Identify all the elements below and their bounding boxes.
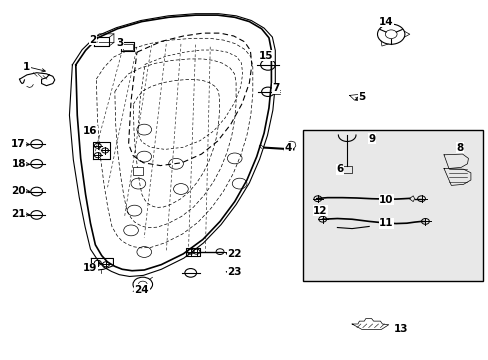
Bar xyxy=(122,44,132,50)
Text: 8: 8 xyxy=(455,143,462,153)
Text: 5: 5 xyxy=(358,92,365,102)
Text: 13: 13 xyxy=(393,324,407,334)
Text: 16: 16 xyxy=(83,126,98,136)
Text: 17: 17 xyxy=(11,139,26,149)
Text: 12: 12 xyxy=(312,206,327,216)
Text: 6: 6 xyxy=(336,164,343,174)
Text: 1: 1 xyxy=(23,62,30,72)
Text: 7: 7 xyxy=(272,83,280,93)
Text: 4: 4 xyxy=(284,143,292,153)
Text: 21: 21 xyxy=(11,209,26,219)
Text: 3: 3 xyxy=(116,38,123,48)
Text: 14: 14 xyxy=(378,17,393,27)
Bar xyxy=(303,130,482,281)
Text: 23: 23 xyxy=(227,267,242,277)
Text: 20: 20 xyxy=(11,186,26,196)
Text: 11: 11 xyxy=(378,218,393,228)
Text: 18: 18 xyxy=(11,159,26,169)
Text: 15: 15 xyxy=(259,51,273,61)
Text: 2: 2 xyxy=(89,35,96,45)
Text: 9: 9 xyxy=(367,134,374,144)
Text: 24: 24 xyxy=(134,285,149,295)
Text: 22: 22 xyxy=(227,249,242,259)
Text: 10: 10 xyxy=(378,195,393,205)
Bar xyxy=(133,167,142,175)
Text: 19: 19 xyxy=(83,263,98,273)
